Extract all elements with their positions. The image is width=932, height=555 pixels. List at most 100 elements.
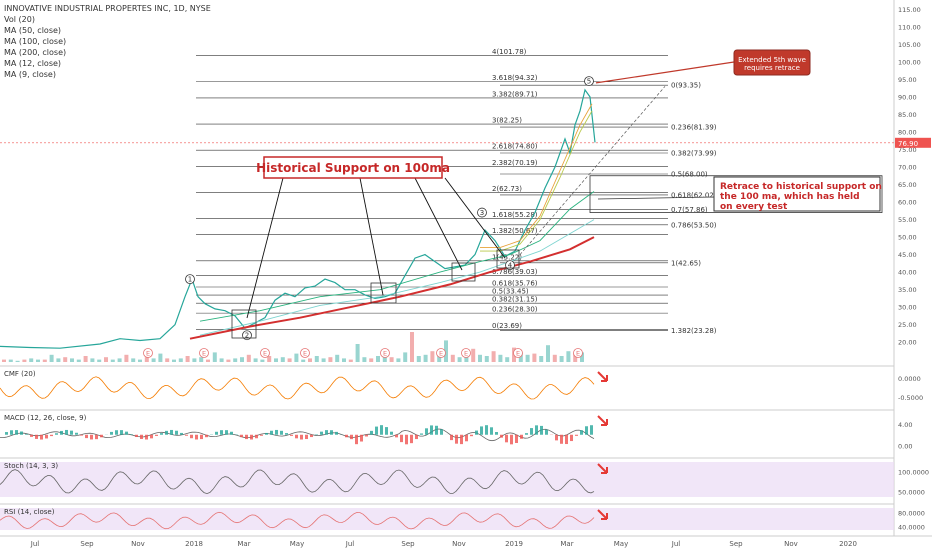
macd-histogram-bar bbox=[415, 435, 418, 439]
volume-bar bbox=[274, 358, 278, 362]
volume-bar bbox=[172, 360, 176, 362]
callout-line-2: requires retrace bbox=[744, 64, 800, 72]
macd-histogram-bar bbox=[25, 434, 28, 435]
volume-bar bbox=[90, 358, 94, 362]
macd-histogram-bar bbox=[310, 435, 313, 437]
macd-histogram-bar bbox=[365, 435, 368, 437]
macd-histogram-bar bbox=[505, 435, 508, 443]
volume-bar bbox=[247, 355, 251, 362]
volume-bar bbox=[349, 360, 353, 362]
macd-histogram-bar bbox=[280, 431, 283, 435]
x-tick-label: Nov bbox=[131, 540, 145, 548]
panel-tick: 40.0000 bbox=[898, 524, 925, 532]
macd-histogram-bar bbox=[425, 428, 428, 434]
y-tick-label: 105.00 bbox=[898, 41, 921, 49]
macd-histogram-bar bbox=[355, 435, 358, 444]
y-tick-label: 85.00 bbox=[898, 111, 917, 119]
macd-histogram-bar bbox=[175, 431, 178, 435]
y-tick-label: 80.00 bbox=[898, 128, 917, 136]
volume-bar bbox=[410, 332, 414, 362]
macd-histogram-bar bbox=[90, 435, 93, 440]
macd-histogram-bar bbox=[565, 435, 568, 444]
volume-bar bbox=[492, 351, 496, 362]
volume-bar bbox=[539, 356, 543, 362]
volume-bar bbox=[560, 356, 564, 362]
volume-bar bbox=[145, 357, 149, 362]
macd-histogram-bar bbox=[330, 430, 333, 435]
last-price-tag: 76.90 bbox=[898, 140, 918, 148]
wave-label: 1 bbox=[188, 276, 192, 284]
macd-histogram-bar bbox=[30, 435, 33, 437]
macd-histogram-bar bbox=[155, 435, 158, 436]
x-tick-label: Nov bbox=[452, 540, 466, 548]
volume-bar bbox=[335, 355, 339, 362]
x-tick-label: Jul bbox=[30, 540, 40, 548]
volume-bar bbox=[43, 360, 47, 362]
fib-level-label: 2.618(74.80) bbox=[492, 143, 538, 151]
macd-histogram-bar bbox=[420, 433, 423, 434]
panel-tick: 0.0000 bbox=[898, 375, 921, 383]
y-tick-label: 55.00 bbox=[898, 216, 917, 224]
macd-histogram-bar bbox=[95, 435, 98, 439]
panel-title: MACD (12, 26, close, 9) bbox=[4, 414, 87, 422]
legend-item: Vol (20) bbox=[4, 14, 211, 25]
macd-histogram-bar bbox=[145, 435, 148, 440]
macd-histogram-bar bbox=[380, 425, 383, 435]
macd-histogram-bar bbox=[250, 435, 253, 440]
volume-bar bbox=[240, 357, 244, 362]
volume-bar bbox=[553, 355, 557, 362]
volume-bar bbox=[376, 356, 380, 362]
fib-retrace-label: 0.236(81.39) bbox=[671, 124, 717, 132]
volume-bar bbox=[308, 358, 312, 362]
macd-histogram-bar bbox=[285, 433, 288, 435]
macd-histogram-bar bbox=[85, 435, 88, 438]
x-tick-label: Jul bbox=[345, 540, 355, 548]
volume-bar bbox=[254, 358, 258, 362]
macd-histogram-bar bbox=[400, 435, 403, 442]
panel-tick: -0.5000 bbox=[898, 394, 923, 402]
fib-level-label: 0(23.69) bbox=[492, 322, 522, 330]
macd-histogram-bar bbox=[130, 434, 133, 435]
earnings-label: E bbox=[576, 350, 580, 358]
x-tick-label: May bbox=[614, 540, 628, 548]
macd-histogram-bar bbox=[320, 432, 323, 435]
fib-level-label: 0.382(31.15) bbox=[492, 296, 538, 304]
macd-histogram-bar bbox=[55, 433, 58, 434]
volume-bar bbox=[294, 354, 298, 362]
fib-level-label: 2.382(70.19) bbox=[492, 159, 538, 167]
macd-histogram-bar bbox=[80, 435, 83, 436]
volume-bar bbox=[138, 360, 142, 362]
macd-histogram-bar bbox=[165, 431, 168, 435]
macd-histogram-bar bbox=[140, 435, 143, 439]
volume-bar bbox=[16, 361, 20, 362]
macd-histogram-bar bbox=[115, 430, 118, 435]
y-tick-label: 65.00 bbox=[898, 181, 917, 189]
y-tick-label: 45.00 bbox=[898, 251, 917, 259]
macd-histogram-bar bbox=[180, 433, 183, 435]
macd-histogram-bar bbox=[40, 435, 43, 440]
volume-bar bbox=[356, 344, 360, 362]
macd-histogram-bar bbox=[405, 435, 408, 445]
volume-bar bbox=[206, 360, 210, 362]
volume-bar bbox=[430, 351, 434, 362]
panel-tick: 50.0000 bbox=[898, 489, 925, 497]
volume-bar bbox=[192, 358, 196, 362]
volume-bar bbox=[29, 358, 33, 362]
macd-histogram-bar bbox=[390, 432, 393, 435]
macd-histogram-bar bbox=[435, 426, 438, 435]
macd-histogram-bar bbox=[350, 435, 353, 439]
macd-histogram-bar bbox=[60, 431, 63, 435]
macd-histogram-bar bbox=[150, 435, 153, 439]
macd-histogram-bar bbox=[110, 432, 113, 435]
macd-histogram-bar bbox=[10, 430, 13, 434]
macd-histogram-bar bbox=[50, 435, 53, 436]
volume-bar bbox=[281, 357, 285, 362]
retrace-note-line-1: Retrace to historical support on bbox=[720, 182, 882, 192]
callout-line-1: Extended 5th wave bbox=[738, 56, 806, 64]
volume-bar bbox=[124, 355, 128, 362]
volume-bar bbox=[260, 360, 264, 362]
volume-bar bbox=[451, 355, 455, 362]
macd-histogram-bar bbox=[520, 435, 523, 439]
x-tick-label: Mar bbox=[237, 540, 250, 548]
